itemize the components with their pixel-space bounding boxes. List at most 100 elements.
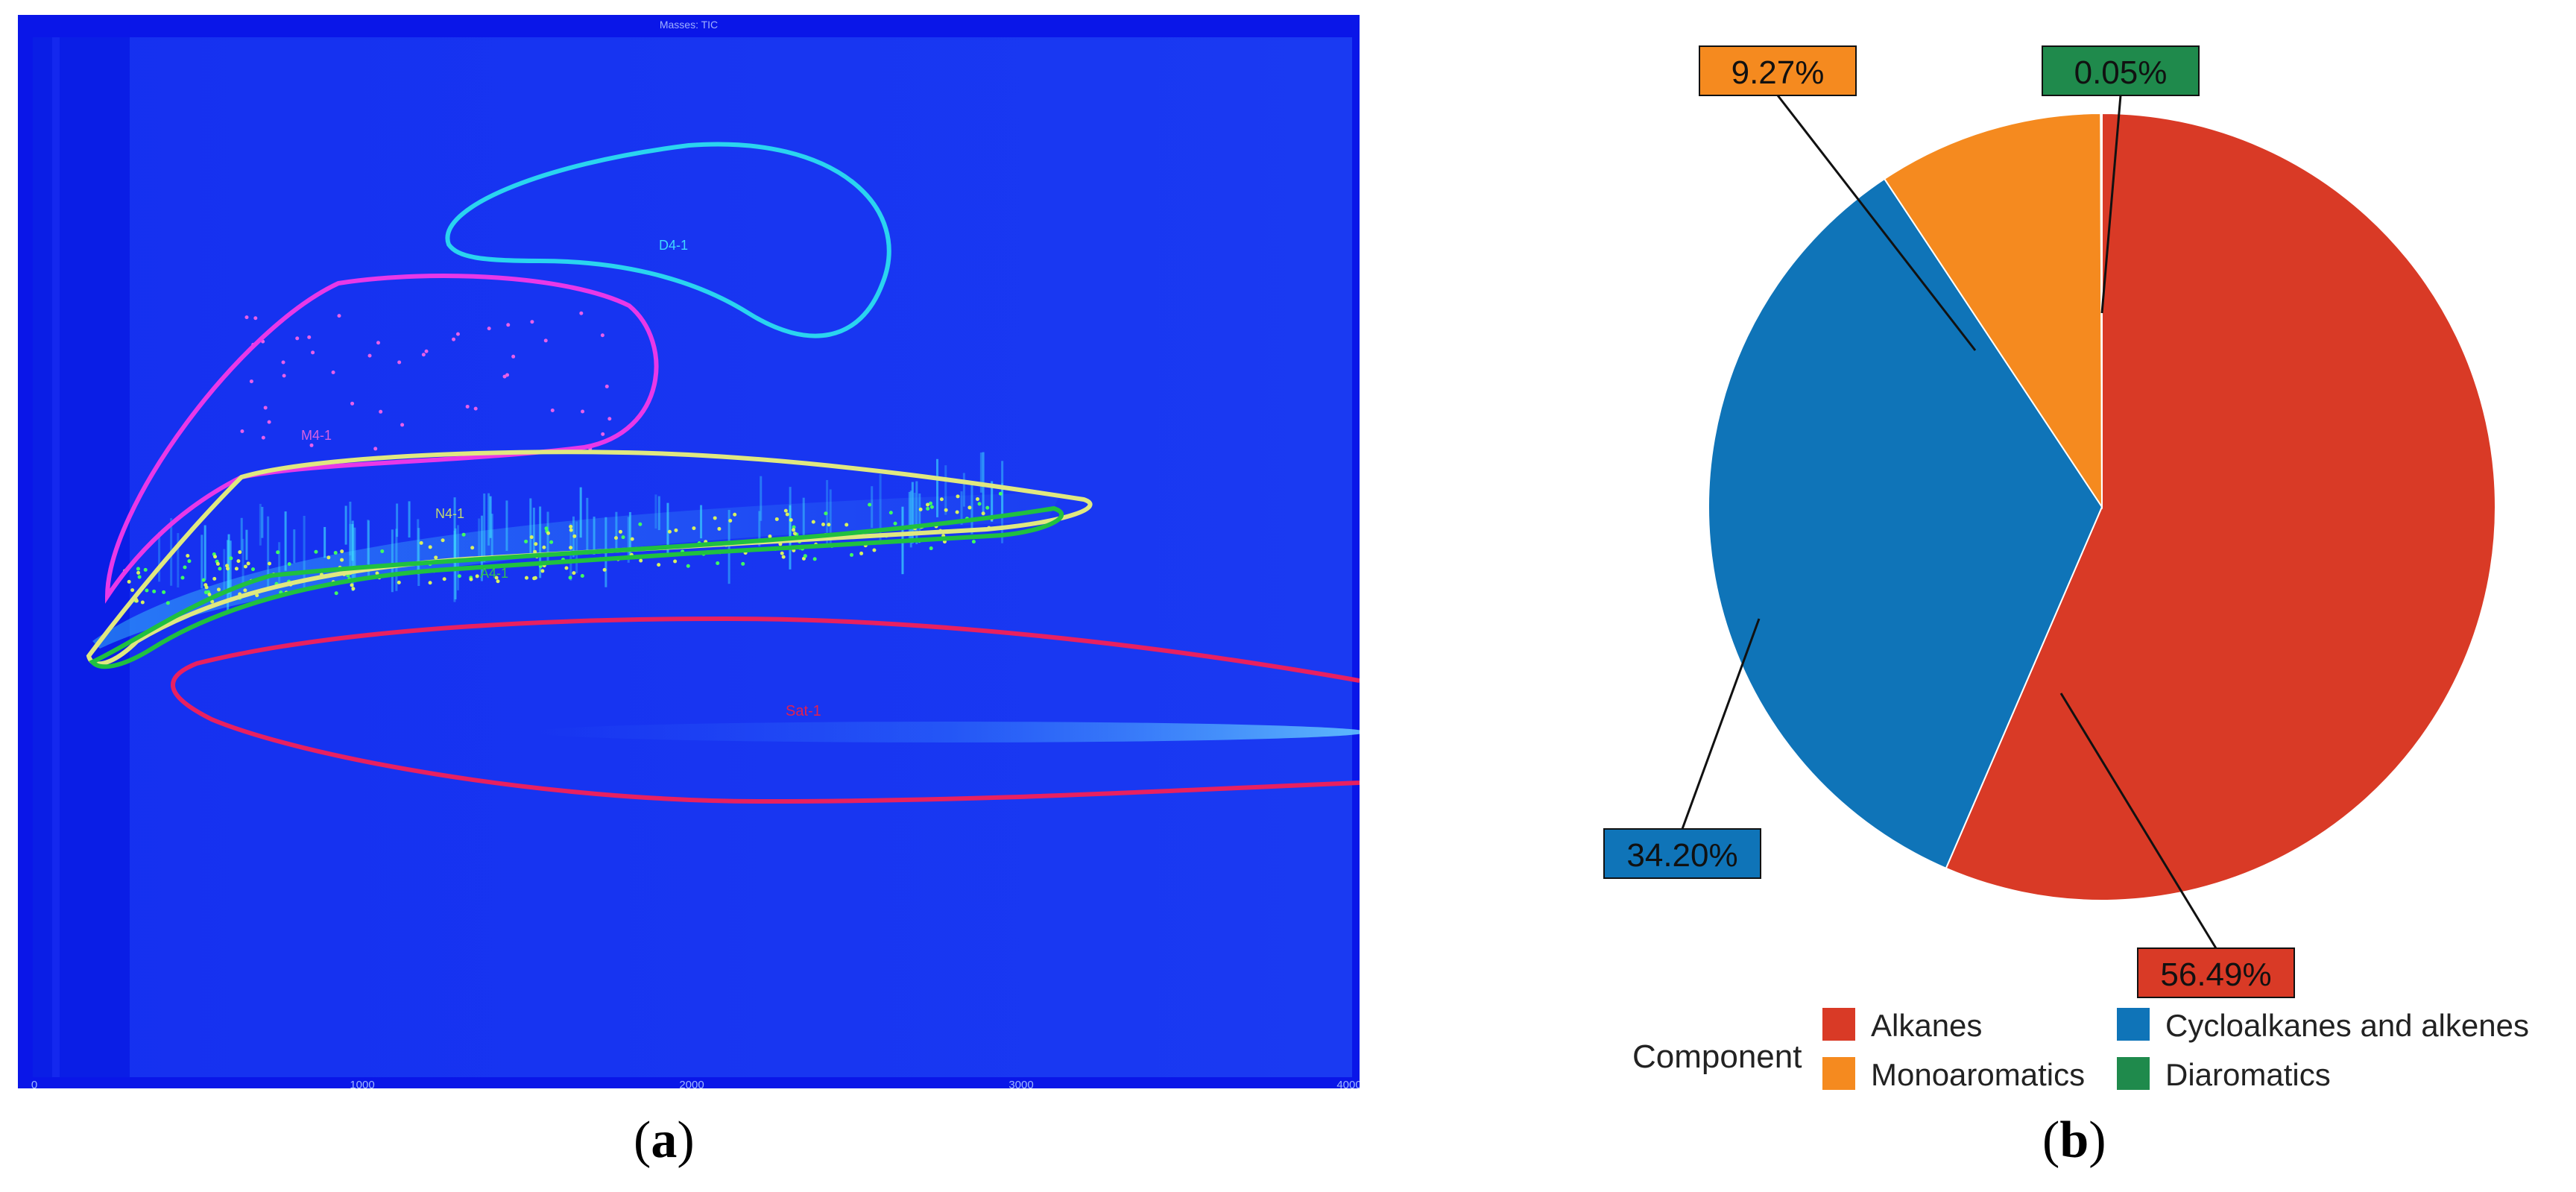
legend-swatch	[1822, 1057, 1855, 1090]
peak-dot	[692, 526, 696, 531]
peak-streak	[970, 482, 973, 534]
peak-streak	[417, 519, 420, 575]
peak-streak	[918, 493, 921, 531]
pie-chart: 56.49% 34.20% 9.27% 0.05% Component Alkanes…	[1603, 45, 2529, 1092]
peak-dot	[215, 561, 220, 566]
peak-dot	[533, 549, 537, 554]
region-n4-outline	[86, 450, 1093, 666]
peak-dot	[397, 360, 402, 365]
peak-dot	[127, 579, 131, 584]
legend-item: Alkanes	[1822, 1008, 1982, 1043]
peak-dot	[130, 588, 135, 593]
peak-dot	[136, 570, 141, 575]
peak-streak	[227, 534, 230, 594]
peak-streak	[871, 486, 874, 529]
peak-dot	[243, 588, 247, 593]
peak-dot	[334, 591, 338, 596]
peak-streak	[349, 501, 352, 574]
peak-streak	[490, 514, 493, 559]
peak-dot	[506, 323, 511, 327]
peak-dot	[893, 521, 897, 526]
leader-line	[2100, 95, 2122, 314]
peak-streak	[408, 501, 411, 538]
peak-dot	[918, 507, 923, 511]
peak-dot	[379, 409, 383, 414]
peak-dot	[253, 316, 258, 321]
leader-line	[1776, 95, 1977, 351]
peak-dot	[234, 567, 239, 571]
peak-streak	[242, 538, 244, 587]
peak-dot	[549, 540, 554, 544]
region-n4-label: N4-1	[435, 506, 464, 521]
peak-streak	[829, 489, 832, 546]
region-sat-outline	[171, 616, 1360, 804]
peak-streak	[960, 491, 963, 525]
peak-streak	[579, 487, 582, 538]
peak-dot	[976, 496, 980, 501]
peak-dot	[326, 555, 331, 560]
peak-dot	[250, 567, 255, 572]
peak-dot	[350, 583, 354, 587]
peak-streak	[909, 491, 912, 548]
peak-dot	[546, 531, 551, 535]
legend-item: Cycloalkanes and alkenes	[2117, 1008, 2529, 1043]
peak-streak	[908, 491, 911, 539]
peak-dot	[276, 550, 280, 555]
peak-dot	[781, 555, 786, 559]
peak-dot	[789, 518, 793, 523]
peak-dot	[792, 525, 796, 529]
peak-dot	[216, 587, 221, 592]
peak-dot	[442, 577, 446, 581]
peak-dot	[470, 546, 475, 550]
peak-dot	[397, 580, 401, 584]
peak-dot	[263, 406, 268, 410]
pie-slice-monoaromatics	[1883, 112, 2103, 510]
peak-dot	[314, 549, 318, 554]
peak-dot	[183, 565, 187, 570]
leader-line	[2059, 693, 2217, 949]
peak-dot	[569, 524, 573, 529]
peak-dot	[350, 401, 355, 406]
peak-dot	[428, 545, 432, 549]
peak-dot	[580, 574, 584, 578]
pie-slice-alkanes	[1945, 112, 2496, 901]
peak-dot	[872, 548, 877, 552]
peak-dot	[868, 502, 872, 507]
peak-dot	[457, 574, 461, 578]
peak-dot	[568, 575, 572, 580]
peak-dot	[268, 561, 272, 566]
peak-dot	[639, 558, 643, 563]
peak-dot	[673, 559, 678, 564]
peak-streak	[962, 473, 965, 507]
data-label: 56.49%	[2160, 956, 2271, 993]
peak-dot	[783, 508, 788, 513]
data-label-box	[1699, 45, 1857, 96]
legend-swatch	[1822, 1008, 1855, 1041]
peak-dot	[803, 554, 807, 558]
x-tick-label: 2000	[679, 1079, 704, 1088]
peak-dot	[333, 551, 338, 555]
peak-dot	[143, 567, 148, 572]
peak-dot	[602, 567, 607, 572]
x-tick-label: 4000	[1336, 1079, 1360, 1088]
peak-dot	[674, 528, 678, 532]
peak-dot	[728, 519, 733, 523]
peak-streak	[575, 521, 578, 573]
peak-dot	[236, 559, 241, 564]
peak-dot	[888, 511, 893, 515]
peak-streak	[586, 497, 589, 555]
peak-dot	[614, 536, 619, 540]
peak-streak	[593, 516, 596, 555]
x-axis: 0 1000 2000 3000 4000	[31, 1079, 1360, 1088]
peak-dot	[340, 558, 344, 562]
peak-streak	[293, 529, 296, 564]
peak-dot	[255, 593, 259, 598]
peak-dot	[792, 532, 797, 536]
peak-dot	[792, 528, 796, 532]
peak-dot	[496, 579, 500, 584]
peak-dot	[511, 354, 516, 359]
peak-dot	[928, 501, 932, 505]
peak-dot	[638, 522, 643, 526]
peak-streak	[760, 476, 763, 521]
peak-dot	[926, 502, 930, 507]
